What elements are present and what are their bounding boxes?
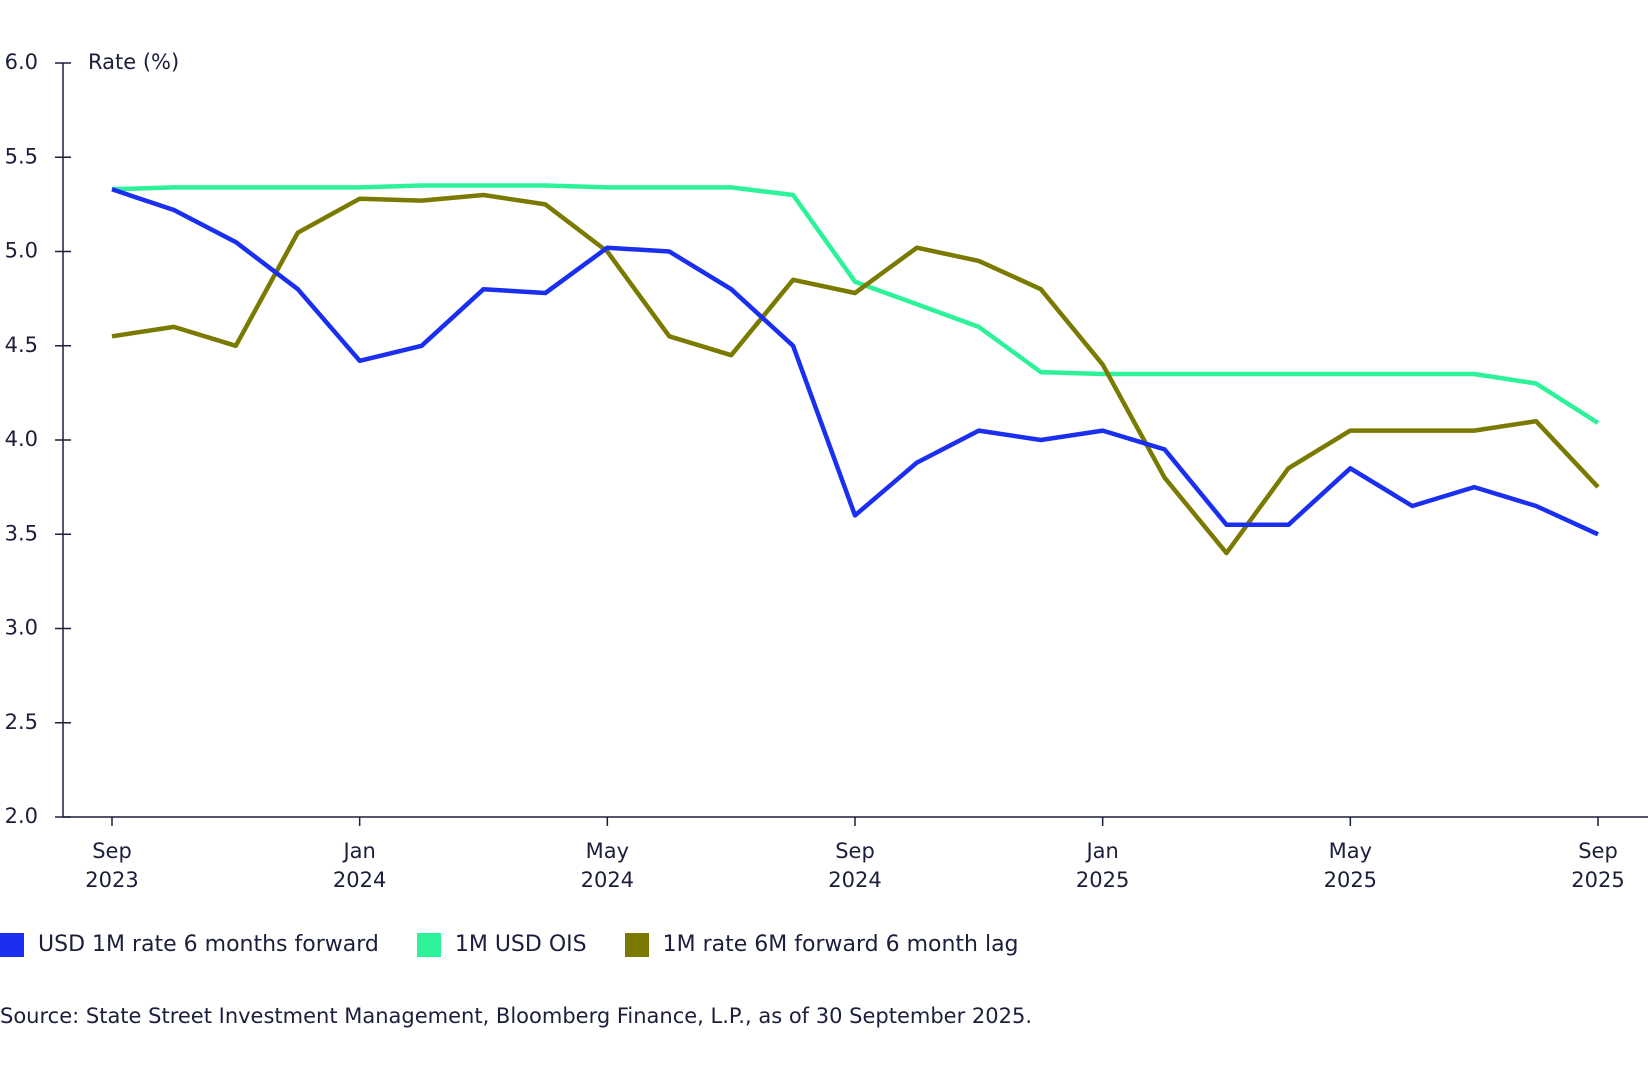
x-tick-label: May 2025 [1323, 839, 1378, 892]
legend-swatch [416, 932, 441, 957]
series-line [111, 183, 1600, 425]
y-tick-label: 3.0 [5, 616, 38, 640]
legend-item: 1M rate 6M forward 6 month lag [624, 932, 1019, 957]
legend-label: USD 1M rate 6 months forward [38, 932, 379, 957]
x-tick-label: May 2024 [580, 839, 635, 892]
y-tick-label: 3.5 [5, 521, 38, 545]
x-tick-label: Sep 2024 [828, 839, 882, 892]
legend: USD 1M rate 6 months forward 1M USD OIS 1M… [0, 932, 1057, 957]
series-line [111, 187, 1599, 537]
legend-swatch [0, 932, 24, 957]
legend-item: USD 1M rate 6 months forward [0, 932, 379, 957]
y-tick-label: 5.0 [5, 239, 38, 263]
y-tick-label: 2.5 [5, 710, 38, 734]
x-tick-label: Sep 2023 [85, 839, 139, 892]
x-tick-label: Jan 2024 [332, 839, 387, 892]
y-tick-label: 2.0 [5, 804, 38, 828]
chart: Rate (%) 2.0 2.5 3.0 3.5 4.0 4.5 5.0 5.5 6.0 [5, 50, 1648, 828]
legend-item: 1M USD OIS [416, 932, 587, 957]
y-tick-label: 5.5 [5, 144, 38, 168]
x-tick-label: Jan 2025 [1075, 839, 1130, 892]
source-note: Source: State Street Investment Manageme… [0, 1004, 1032, 1028]
y-tick-label: 4.5 [5, 333, 38, 357]
x-tick-label: Sep 2025 [1571, 839, 1625, 892]
y-axis-title: Rate (%) [88, 50, 179, 74]
y-tick-label: 6.0 [5, 50, 38, 74]
legend-swatch [624, 932, 649, 957]
legend-label: 1M rate 6M forward 6 month lag [662, 932, 1019, 957]
series-line [111, 192, 1600, 556]
legend-label: 1M USD OIS [454, 932, 587, 957]
y-tick-label: 4.0 [5, 427, 38, 451]
